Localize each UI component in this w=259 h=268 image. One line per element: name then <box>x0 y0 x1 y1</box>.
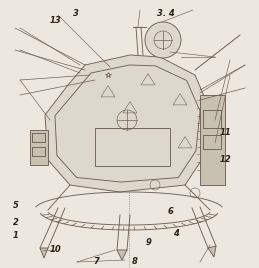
Text: 10: 10 <box>50 245 62 254</box>
Bar <box>203 110 221 128</box>
Text: 4: 4 <box>173 229 179 238</box>
Text: 3. 4: 3. 4 <box>157 9 175 18</box>
Text: 1: 1 <box>13 231 18 240</box>
Text: 13: 13 <box>50 16 62 25</box>
Bar <box>95 128 170 166</box>
Text: 12: 12 <box>219 155 231 164</box>
Circle shape <box>145 22 181 58</box>
Polygon shape <box>200 95 225 185</box>
Bar <box>32 133 45 142</box>
Polygon shape <box>40 248 48 258</box>
Text: 5: 5 <box>13 200 18 210</box>
Text: 7: 7 <box>93 257 99 266</box>
Polygon shape <box>208 246 216 257</box>
Polygon shape <box>30 130 48 165</box>
Bar <box>32 147 45 156</box>
Bar <box>203 135 221 149</box>
Text: 6: 6 <box>168 207 174 216</box>
Text: 3: 3 <box>74 9 79 18</box>
Polygon shape <box>117 250 127 260</box>
Text: 2: 2 <box>13 218 18 227</box>
Text: 11: 11 <box>219 128 231 137</box>
Polygon shape <box>45 55 210 192</box>
Text: 8: 8 <box>132 257 138 266</box>
Text: 9: 9 <box>146 238 152 247</box>
